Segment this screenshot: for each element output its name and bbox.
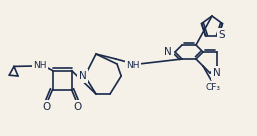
Text: NH: NH bbox=[33, 61, 47, 70]
Text: O: O bbox=[42, 101, 51, 112]
Text: S: S bbox=[218, 30, 225, 40]
Text: N: N bbox=[79, 71, 87, 81]
Text: CF₃: CF₃ bbox=[206, 84, 221, 92]
Text: N: N bbox=[213, 68, 221, 78]
Text: O: O bbox=[74, 101, 82, 112]
Text: NH: NH bbox=[126, 61, 140, 69]
Text: N: N bbox=[164, 47, 172, 57]
